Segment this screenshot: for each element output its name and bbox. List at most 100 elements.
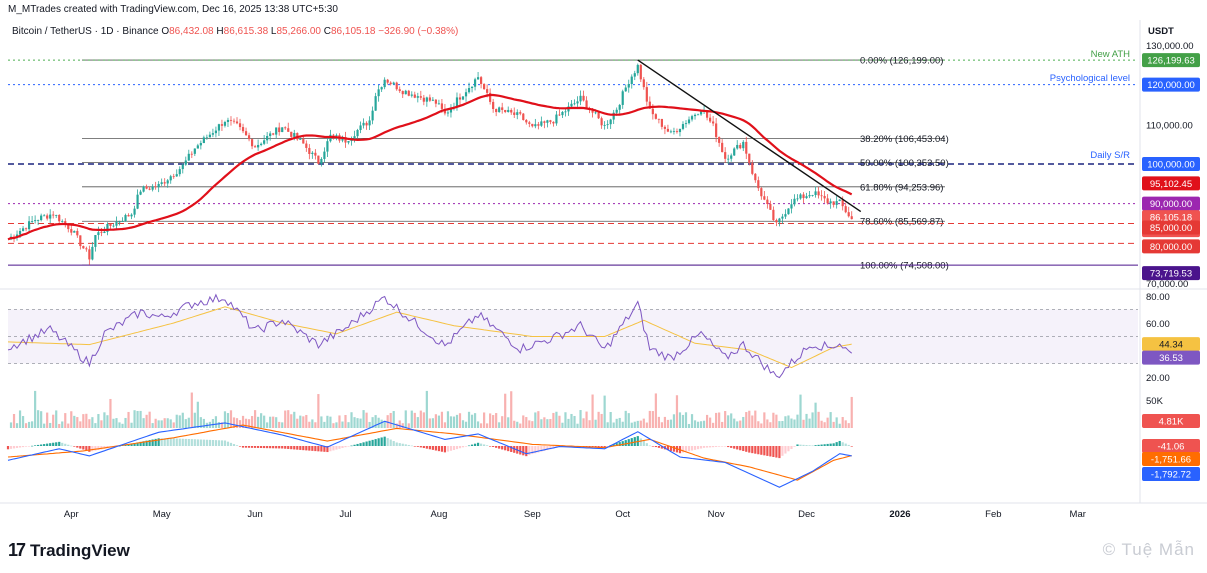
- candle-body[interactable]: [663, 126, 667, 129]
- candle-body[interactable]: [808, 195, 811, 197]
- candle-body[interactable]: [226, 119, 230, 123]
- tradingview-logo[interactable]: 17 TradingView: [8, 540, 130, 561]
- candle-body[interactable]: [534, 124, 537, 127]
- candle-body[interactable]: [850, 216, 853, 220]
- candle-body[interactable]: [148, 188, 151, 190]
- candle-body[interactable]: [365, 122, 368, 126]
- candle-body[interactable]: [178, 169, 181, 175]
- candle-body[interactable]: [799, 194, 802, 199]
- candle-body[interactable]: [727, 158, 730, 160]
- candle-body[interactable]: [528, 122, 531, 124]
- candle-body[interactable]: [687, 119, 691, 124]
- candle-body[interactable]: [82, 246, 85, 249]
- candle-body[interactable]: [398, 89, 401, 92]
- candle-body[interactable]: [34, 220, 37, 222]
- candle-body[interactable]: [627, 84, 630, 88]
- candle-body[interactable]: [52, 214, 55, 216]
- candle-body[interactable]: [606, 124, 609, 126]
- candle-body[interactable]: [705, 111, 709, 118]
- candle-body[interactable]: [281, 127, 284, 133]
- candle-body[interactable]: [844, 206, 847, 213]
- candle-body[interactable]: [139, 191, 142, 195]
- candle-body[interactable]: [124, 215, 127, 222]
- candle-body[interactable]: [742, 141, 745, 149]
- candle-body[interactable]: [576, 101, 579, 104]
- candle-body[interactable]: [157, 183, 160, 188]
- candle-body[interactable]: [196, 145, 199, 149]
- candle-body[interactable]: [428, 97, 431, 101]
- candle-body[interactable]: [615, 109, 618, 113]
- candle-body[interactable]: [672, 131, 676, 132]
- candle-body[interactable]: [308, 147, 311, 154]
- candle-body[interactable]: [344, 137, 347, 143]
- candle-body[interactable]: [284, 127, 287, 129]
- candle-body[interactable]: [775, 220, 778, 223]
- candle-body[interactable]: [232, 120, 236, 122]
- candle-body[interactable]: [657, 118, 660, 120]
- candle-body[interactable]: [58, 214, 61, 222]
- candle-body[interactable]: [257, 144, 260, 148]
- candle-body[interactable]: [531, 123, 534, 127]
- candle-body[interactable]: [320, 158, 323, 164]
- candle-body[interactable]: [721, 142, 724, 153]
- candle-body[interactable]: [151, 186, 154, 190]
- candle-body[interactable]: [636, 64, 639, 74]
- candle-body[interactable]: [166, 180, 169, 184]
- candle-body[interactable]: [299, 138, 302, 140]
- candle-body[interactable]: [422, 97, 425, 102]
- candle-body[interactable]: [371, 110, 374, 121]
- candle-body[interactable]: [609, 119, 612, 125]
- candle-body[interactable]: [838, 199, 841, 202]
- candle-body[interactable]: [757, 180, 760, 189]
- candle-body[interactable]: [486, 89, 489, 93]
- candle-body[interactable]: [401, 91, 404, 95]
- candle-body[interactable]: [413, 94, 416, 98]
- candle-body[interactable]: [621, 91, 624, 105]
- candle-body[interactable]: [440, 103, 444, 109]
- candle-body[interactable]: [253, 146, 257, 148]
- candle-body[interactable]: [718, 137, 721, 143]
- candle-body[interactable]: [70, 229, 73, 233]
- candle-body[interactable]: [88, 249, 91, 260]
- candle-body[interactable]: [754, 173, 757, 181]
- candle-body[interactable]: [115, 221, 118, 226]
- candle-body[interactable]: [579, 95, 582, 102]
- candle-body[interactable]: [37, 220, 40, 221]
- candle-body[interactable]: [847, 212, 850, 217]
- candle-body[interactable]: [247, 135, 251, 140]
- candle-body[interactable]: [410, 94, 413, 96]
- candle-body[interactable]: [356, 130, 359, 137]
- candle-body[interactable]: [793, 198, 796, 205]
- candle-body[interactable]: [540, 121, 543, 126]
- candle-body[interactable]: [805, 196, 808, 199]
- candle-body[interactable]: [696, 114, 700, 116]
- candle-body[interactable]: [21, 228, 25, 231]
- candle-body[interactable]: [483, 83, 486, 90]
- candle-body[interactable]: [133, 208, 136, 215]
- candle-body[interactable]: [570, 103, 573, 107]
- candle-body[interactable]: [127, 215, 130, 217]
- candle-body[interactable]: [555, 114, 558, 124]
- candle-body[interactable]: [269, 133, 272, 137]
- candle-body[interactable]: [85, 248, 88, 250]
- candle-body[interactable]: [208, 134, 211, 138]
- candle-body[interactable]: [136, 194, 139, 209]
- candle-body[interactable]: [464, 92, 468, 97]
- candle-body[interactable]: [73, 230, 76, 233]
- candle-body[interactable]: [476, 77, 480, 80]
- candle-body[interactable]: [190, 153, 193, 155]
- candle-body[interactable]: [184, 160, 187, 165]
- candle-body[interactable]: [290, 131, 293, 137]
- candle-body[interactable]: [811, 194, 814, 196]
- candle-body[interactable]: [419, 96, 422, 98]
- candle-body[interactable]: [630, 76, 633, 85]
- candle-body[interactable]: [244, 131, 248, 136]
- candle-body[interactable]: [516, 112, 519, 115]
- candle-body[interactable]: [751, 163, 754, 174]
- candle-body[interactable]: [181, 164, 184, 170]
- candle-body[interactable]: [27, 221, 31, 230]
- candle-body[interactable]: [618, 104, 621, 110]
- candle-body[interactable]: [461, 96, 465, 100]
- candle-body[interactable]: [690, 116, 694, 120]
- candle-body[interactable]: [787, 208, 790, 215]
